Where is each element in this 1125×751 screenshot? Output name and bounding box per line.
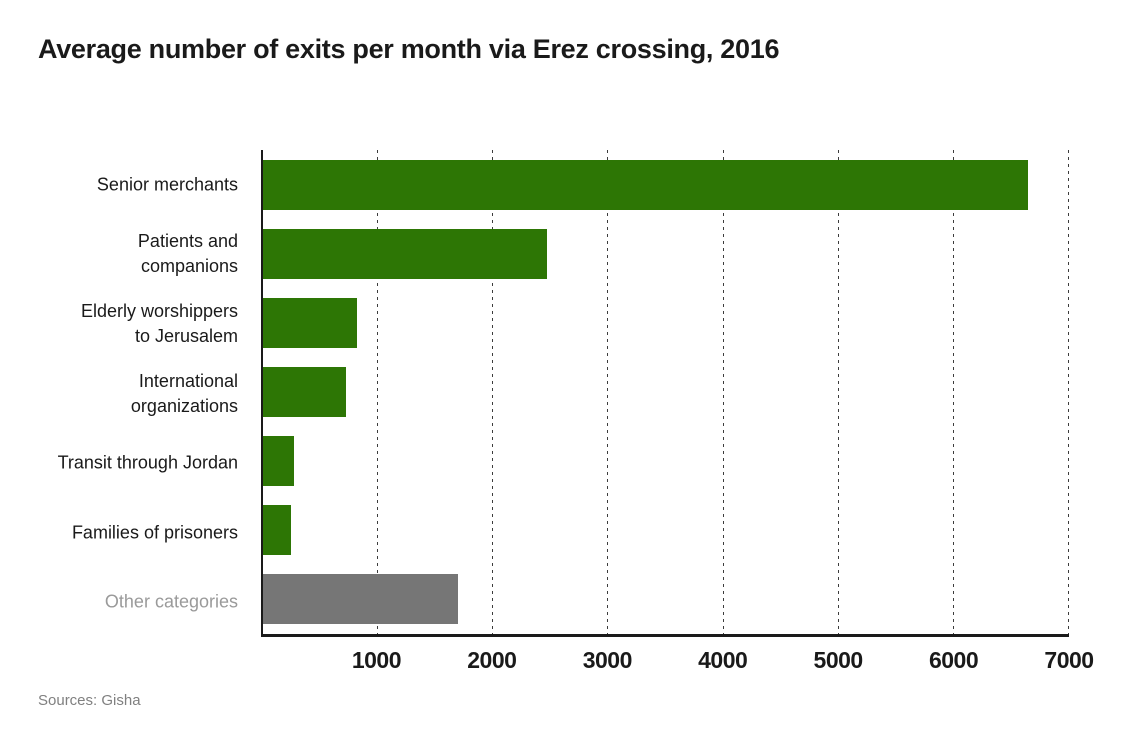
category-label-senior-merchants: Senior merchants xyxy=(96,174,238,195)
category-label-elderly-worshippers-to-jerusalem: Elderly worshippers to Jerusalem xyxy=(80,300,238,346)
gridline-2000 xyxy=(492,150,494,634)
category-label-transit-through-jordan: Transit through Jordan xyxy=(57,452,238,473)
gridline-5000 xyxy=(837,150,839,634)
gridline-3000 xyxy=(607,150,609,634)
bar-other-categories xyxy=(263,574,458,625)
x-tick-label-6000: 6000 xyxy=(928,647,979,673)
x-axis-tick-labels: 1000 2000 3000 4000 5000 6000 7000 xyxy=(261,647,1094,679)
category-label-international-organizations: International organizations xyxy=(130,370,238,416)
gridline-1000 xyxy=(377,150,379,634)
category-label-families-of-prisoners: Families of prisoners xyxy=(71,522,238,543)
x-tick-label-3000: 3000 xyxy=(582,647,633,673)
bar-international-organizations xyxy=(263,367,346,417)
x-tick-label-7000: 7000 xyxy=(1044,647,1094,673)
source-note: Sources: Gisha xyxy=(38,692,141,709)
bar-patients-and-companions xyxy=(263,228,548,279)
category-labels: Senior merchants Patients and companions E… xyxy=(0,150,238,637)
x-tick-label-5000: 5000 xyxy=(813,647,864,673)
category-label-other-categories: Other categories xyxy=(104,591,238,612)
bar-families-of-prisoners xyxy=(263,505,292,556)
chart-title: Average number of exits per month via Er… xyxy=(38,34,780,64)
gridline-6000 xyxy=(952,150,954,634)
x-tick-label-2000: 2000 xyxy=(467,647,517,673)
category-label-patients-and-companions: Patients and companions xyxy=(137,231,238,277)
gridline-4000 xyxy=(722,150,724,634)
bar-elderly-worshippers-to-jerusalem xyxy=(263,297,357,348)
x-tick-label-4000: 4000 xyxy=(698,647,748,673)
bar-transit-through-jordan xyxy=(263,436,295,487)
bar-senior-merchants xyxy=(263,159,1028,210)
plot-area xyxy=(261,150,1069,637)
x-tick-label-1000: 1000 xyxy=(351,647,402,673)
gridline-7000 xyxy=(1068,150,1069,634)
